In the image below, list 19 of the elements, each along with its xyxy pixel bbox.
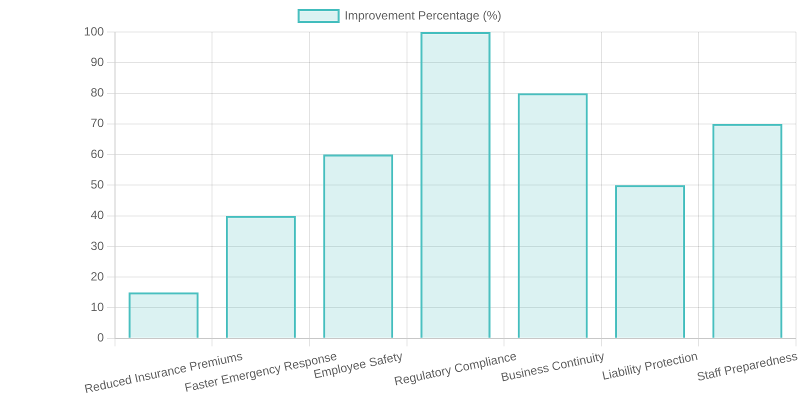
y-tick-label: 10 bbox=[90, 300, 104, 314]
bar bbox=[226, 216, 296, 338]
y-tick-label: 100 bbox=[84, 24, 104, 38]
bar bbox=[615, 185, 686, 338]
y-tick-label: 50 bbox=[90, 177, 104, 192]
bar bbox=[128, 292, 199, 338]
y-tick-label: 60 bbox=[90, 146, 104, 161]
bar bbox=[323, 154, 394, 338]
y-tick-label: 30 bbox=[90, 238, 104, 253]
bar bbox=[420, 32, 490, 338]
y-tick-label: 80 bbox=[90, 86, 104, 100]
y-tick-label: 0 bbox=[97, 330, 104, 345]
bar bbox=[712, 124, 782, 338]
y-tick-label: 20 bbox=[90, 269, 104, 284]
legend-label: Improvement Percentage (%) bbox=[344, 8, 502, 22]
y-tick-label: 40 bbox=[90, 208, 104, 222]
y-tick-label: 70 bbox=[90, 116, 104, 130]
y-tick-label: 90 bbox=[90, 54, 104, 69]
bar bbox=[518, 93, 588, 338]
